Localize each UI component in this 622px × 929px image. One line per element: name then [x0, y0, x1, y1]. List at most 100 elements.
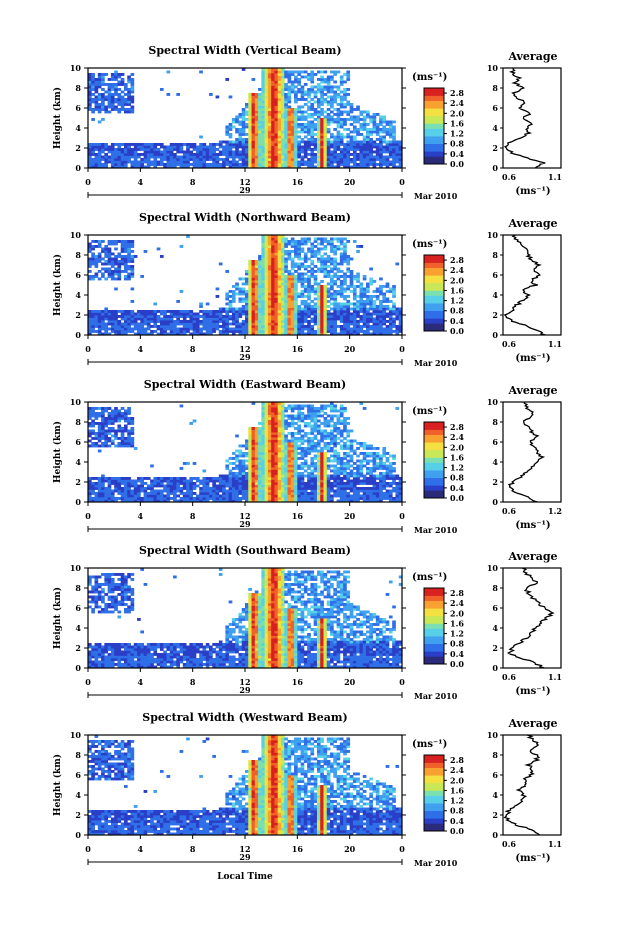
heatmap-cell [264, 255, 269, 258]
heatmap-cell [150, 153, 154, 156]
heatmap-cell [303, 163, 308, 166]
heatmap-cell [280, 297, 285, 301]
heatmap-cell [264, 113, 269, 116]
heatmap-cell [245, 454, 249, 458]
heatmap-cell [166, 310, 171, 313]
heatmap-cell [146, 145, 151, 149]
heatmap-cell [294, 280, 298, 283]
heatmap-cell [127, 108, 131, 111]
heatmap-cell [212, 148, 216, 151]
heatmap-cell [290, 128, 295, 131]
heatmap-cell [274, 120, 279, 124]
heatmap-cell [228, 477, 233, 480]
heatmap-cell [258, 262, 262, 266]
heatmap-cell [143, 322, 148, 326]
heatmap-cell [258, 133, 262, 136]
heatmap-cell [176, 320, 180, 323]
colorbar-segment [424, 103, 444, 107]
heatmap-cell [133, 148, 138, 151]
heatmap-cell [339, 120, 344, 124]
heatmap-cell [343, 135, 347, 139]
heatmap-cell [101, 267, 105, 271]
heatmap-cell [110, 98, 115, 101]
heatmap-cell [143, 155, 148, 159]
heatmap-cell [251, 158, 256, 161]
heatmap-cell [176, 155, 180, 159]
heatmap-cell [159, 492, 164, 495]
heatmap-cell [123, 487, 128, 490]
heatmap-cell [267, 419, 272, 423]
heatmap-cell [316, 113, 321, 116]
colorbar-segment [424, 300, 444, 304]
heatmap-cell [215, 148, 220, 151]
heatmap-cell [287, 108, 292, 111]
heatmap-cell [179, 160, 184, 164]
heatmap-cell [267, 320, 272, 323]
heatmap-cell [153, 158, 158, 161]
colorbar-segment [424, 108, 444, 112]
heatmap-cell [222, 494, 226, 498]
heatmap-cell [88, 444, 92, 448]
heatmap-cell [258, 140, 262, 144]
heatmap-cell [251, 310, 256, 313]
heatmap-cell [218, 145, 223, 149]
heatmap-cell [362, 307, 367, 311]
heatmap-cell [382, 332, 387, 336]
heatmap-cell [104, 429, 109, 433]
heatmap-cell [189, 482, 194, 485]
heatmap-cell [261, 110, 266, 114]
heatmap-cell [261, 472, 266, 475]
heatmap-cell [88, 85, 92, 89]
heatmap-cell [205, 477, 210, 480]
heatmap-cell [235, 287, 239, 291]
heatmap-cell [264, 484, 269, 488]
colorbar-segment [424, 128, 444, 132]
heatmap-cell [261, 484, 266, 488]
heatmap-cell [352, 295, 357, 298]
heatmap-cell [94, 155, 99, 159]
heatmap-cell [271, 250, 275, 253]
heatmap-cell [294, 80, 298, 84]
heatmap-cell [215, 153, 220, 156]
heatmap-cell [199, 163, 203, 166]
heatmap-cell [264, 155, 269, 159]
heatmap-cell [284, 265, 288, 268]
heatmap-cell [176, 499, 180, 503]
heatmap-cell [274, 275, 279, 278]
heatmap-cell [264, 125, 269, 129]
heatmap-cell [267, 409, 272, 413]
x-tick-label: 0 [85, 344, 91, 354]
heatmap-cell [254, 262, 259, 266]
heatmap-cell [123, 262, 128, 266]
heatmap-cell [297, 115, 301, 119]
heatmap-cell [97, 330, 102, 333]
heatmap-cell [330, 297, 334, 301]
heatmap-cell [290, 332, 295, 336]
heatmap-cell [91, 407, 95, 410]
heatmap-cell [392, 135, 396, 139]
heatmap-cell [330, 78, 334, 81]
heatmap-cell [235, 282, 239, 286]
heatmap-cell [209, 148, 213, 151]
heatmap-cell [123, 417, 128, 420]
heatmap-cell [97, 327, 102, 331]
heatmap-cell [179, 489, 184, 493]
heatmap-cell [264, 93, 269, 96]
heatmap-cell [231, 327, 236, 331]
heatmap-cell [127, 255, 131, 258]
heatmap-cell [91, 165, 95, 169]
heatmap-cell [267, 412, 272, 415]
heatmap-cell [369, 143, 373, 146]
heatmap-cell [245, 123, 249, 126]
heatmap-cell [107, 317, 112, 321]
colorbar-tick-label: 0.8 [450, 306, 464, 316]
heatmap-cell [195, 155, 200, 159]
heatmap-cell [280, 295, 285, 298]
heatmap-cell [127, 330, 131, 333]
heatmap-cell [294, 252, 298, 256]
heatmap-cell [267, 447, 272, 450]
heatmap-cell [297, 317, 301, 321]
heatmap-cell [117, 277, 122, 281]
heatmap-cell [303, 305, 308, 308]
heatmap-cell [375, 153, 380, 156]
